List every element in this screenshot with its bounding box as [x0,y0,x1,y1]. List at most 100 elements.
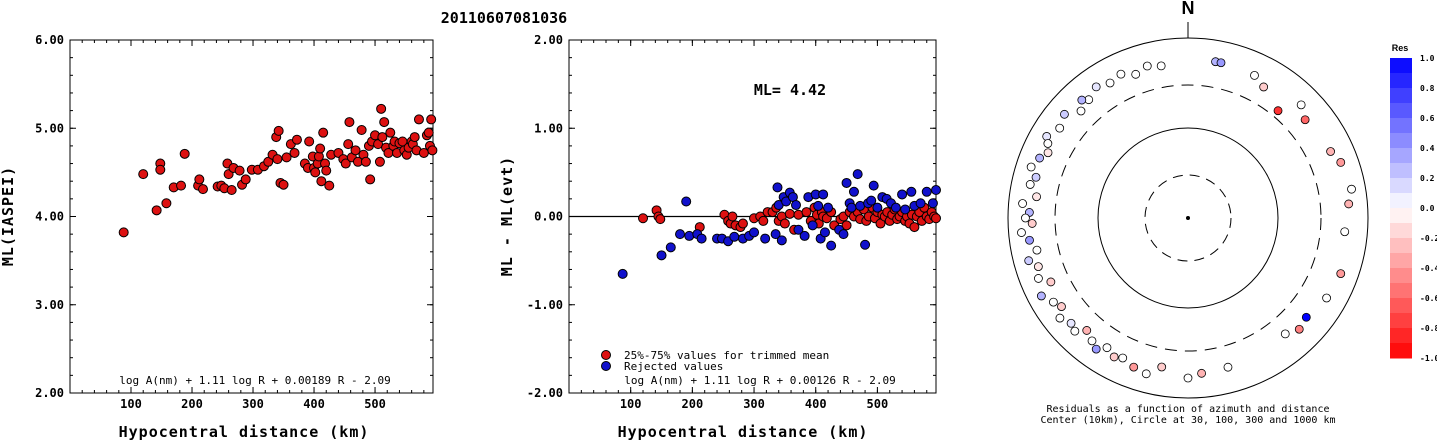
data-point [138,169,149,180]
data-point [784,208,795,219]
data-point [426,114,437,125]
station-residual-point [1042,132,1052,141]
station-residual-point [1055,313,1065,323]
data-point [356,125,367,136]
data-point [360,156,371,167]
station-residual-point [1025,235,1034,245]
data-point [240,174,251,185]
station-residual-point [1027,219,1037,228]
data-point [272,154,283,165]
station-residual-point [1344,199,1354,209]
data-point [860,239,871,250]
data-point [321,165,332,176]
colorbar-tick-label: -0.6 [1420,294,1437,303]
azimuth-residual-plot: N Residuals as a function of azimuth and… [1007,0,1369,426]
data-point [289,147,300,158]
data-point [194,174,205,185]
station-residual-point [1024,256,1034,266]
station-residual-point [1156,61,1166,71]
ring-30km [1144,174,1232,262]
data-point [931,213,941,224]
data-point [852,169,863,180]
legend-red-marker [601,350,611,360]
station-residual-point [1026,162,1036,172]
data-point [872,202,883,213]
station-residual-point [1197,368,1206,378]
station-residual-point [1280,329,1290,339]
data-point [826,240,837,251]
station-residual-point [1105,78,1115,88]
station-residual-point [1250,71,1259,80]
x-tick-label: 200 [682,397,704,411]
station-residual-point [1157,362,1167,372]
data-point [790,200,801,211]
station-residual-point [1043,139,1053,148]
data-point [921,186,932,197]
colorbar-cell [1390,313,1412,329]
y-tick-label: 0.00 [534,210,563,224]
station-residual-point [1336,269,1346,278]
data-point [772,182,783,193]
ring-100km [1097,127,1279,309]
figure-title: 20110607081036 [441,9,567,27]
data-point [427,145,438,156]
data-point [310,167,321,178]
polar-caption-1: Residuals as a function of azimuth and d… [1047,404,1330,415]
data-point [665,242,676,253]
data-point [176,180,187,191]
station-residual-point [1043,148,1053,158]
data-point [846,202,857,213]
data-point [848,186,859,197]
data-point [807,220,818,231]
y-tick-label: -2.00 [527,386,563,400]
data-point [696,233,707,244]
data-point [374,156,385,167]
station-residual-point [1021,213,1030,223]
data-point [931,185,941,196]
colorbar-tick-label: -0.4 [1420,264,1437,273]
station-residual-point [1102,343,1112,353]
data-point [379,117,390,128]
data-point [377,132,388,143]
colorbar-cell [1390,193,1412,209]
data-point [413,114,424,125]
station-residual-point [1035,153,1045,163]
colorbar-tick-label: 0.6 [1420,114,1435,123]
data-point [779,218,790,229]
data-point [801,207,812,218]
station-residual-point [1109,352,1119,362]
colorbar-cell [1390,148,1412,164]
data-point [890,202,901,213]
data-point [278,179,289,190]
station-residual-point [1057,302,1066,311]
colorbar-cell [1390,88,1412,104]
plot1-ylabel: ML(IASPEI) [0,166,17,266]
ml-vs-distance-plot: 2.00 3.00 4.00 5.00 6.00 100 200 300 400 500 log … [0,33,438,441]
data-point [318,127,329,138]
data-point [737,218,748,229]
colorbar-cell [1390,283,1412,299]
data-point [304,136,315,147]
y-tick-label: 4.00 [35,210,64,224]
plot2-xlabel: Hypocentral distance (km) [618,423,869,441]
station-residual-point [1223,362,1233,372]
station-residual-point [1055,123,1065,133]
data-point [315,143,326,154]
x-tick-label: 300 [743,397,765,411]
x-tick-label: 400 [303,397,325,411]
data-point [906,186,917,197]
data-point [897,189,908,200]
station-residual-point [1060,109,1069,119]
data-point [638,213,649,224]
station-residual-point [1129,362,1139,372]
colorbar-tick-label: 0.8 [1420,84,1435,93]
data-point [155,164,166,175]
north-label: N [1182,0,1195,18]
data-point [749,227,760,238]
colorbar-cell [1390,343,1412,359]
station-residual-point [1036,291,1046,301]
station-residual-point [1033,262,1043,272]
station-residual-point [1336,158,1346,167]
station-residual-point [1300,115,1310,125]
station-residual-point [1018,199,1027,208]
